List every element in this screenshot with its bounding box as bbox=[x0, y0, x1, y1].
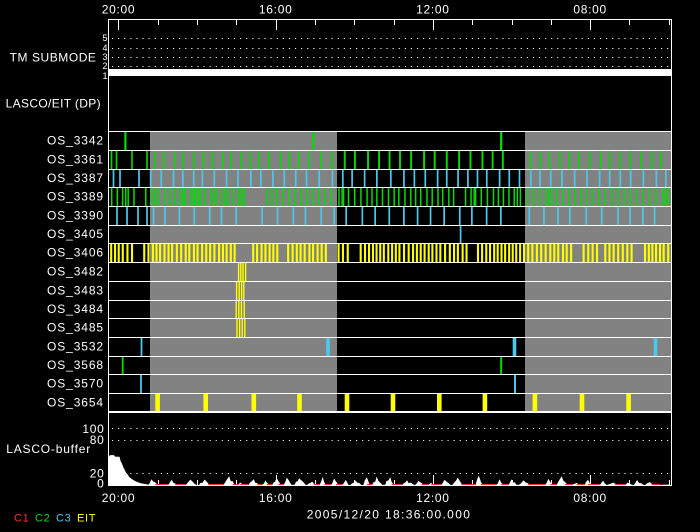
svg-text:OS_3532: OS_3532 bbox=[47, 340, 104, 354]
svg-text:OS_3342: OS_3342 bbox=[47, 134, 104, 148]
svg-text:0: 0 bbox=[97, 476, 104, 490]
svg-text:OS_3654: OS_3654 bbox=[47, 396, 104, 410]
svg-text:3: 3 bbox=[102, 52, 107, 62]
svg-text:OS_3390: OS_3390 bbox=[47, 209, 104, 223]
svg-text:EIT: EIT bbox=[77, 513, 96, 525]
svg-text:12:00: 12:00 bbox=[416, 3, 450, 17]
svg-text:16:00: 16:00 bbox=[259, 491, 293, 505]
svg-text:2: 2 bbox=[102, 61, 107, 71]
svg-text:OS_3482: OS_3482 bbox=[47, 265, 104, 279]
svg-text:08:00: 08:00 bbox=[573, 491, 607, 505]
svg-text:C3: C3 bbox=[56, 513, 71, 525]
svg-text:OS_3389: OS_3389 bbox=[47, 190, 104, 204]
svg-text:OS_3387: OS_3387 bbox=[47, 171, 104, 185]
svg-text:LASCO/EIT (DP): LASCO/EIT (DP) bbox=[6, 97, 101, 111]
svg-text:4: 4 bbox=[102, 43, 107, 53]
svg-text:OS_3483: OS_3483 bbox=[47, 284, 104, 298]
svg-text:OS_3485: OS_3485 bbox=[47, 321, 104, 335]
svg-text:5: 5 bbox=[102, 33, 107, 43]
svg-text:OS_3570: OS_3570 bbox=[47, 377, 104, 391]
svg-text:OS_3484: OS_3484 bbox=[47, 302, 104, 316]
svg-text:OS_3405: OS_3405 bbox=[47, 227, 104, 241]
svg-text:2005/12/20 18:36:00.000: 2005/12/20 18:36:00.000 bbox=[307, 508, 472, 522]
svg-text:100: 100 bbox=[82, 422, 104, 436]
svg-text:OS_3361: OS_3361 bbox=[47, 153, 104, 167]
svg-text:C1: C1 bbox=[14, 513, 29, 525]
svg-text:OS_3568: OS_3568 bbox=[47, 358, 104, 372]
svg-text:20:00: 20:00 bbox=[102, 3, 136, 17]
svg-text:LASCO-buffer: LASCO-buffer bbox=[6, 442, 91, 456]
svg-text:80: 80 bbox=[90, 433, 105, 447]
svg-text:16:00: 16:00 bbox=[259, 3, 293, 17]
svg-text:20:00: 20:00 bbox=[102, 491, 136, 505]
svg-text:TM SUBMODE: TM SUBMODE bbox=[10, 51, 97, 65]
svg-text:12:00: 12:00 bbox=[416, 491, 450, 505]
svg-text:1: 1 bbox=[102, 71, 107, 81]
svg-text:C2: C2 bbox=[35, 513, 50, 525]
svg-text:OS_3406: OS_3406 bbox=[47, 246, 104, 260]
svg-text:20: 20 bbox=[90, 466, 105, 480]
svg-text:08:00: 08:00 bbox=[573, 3, 607, 17]
